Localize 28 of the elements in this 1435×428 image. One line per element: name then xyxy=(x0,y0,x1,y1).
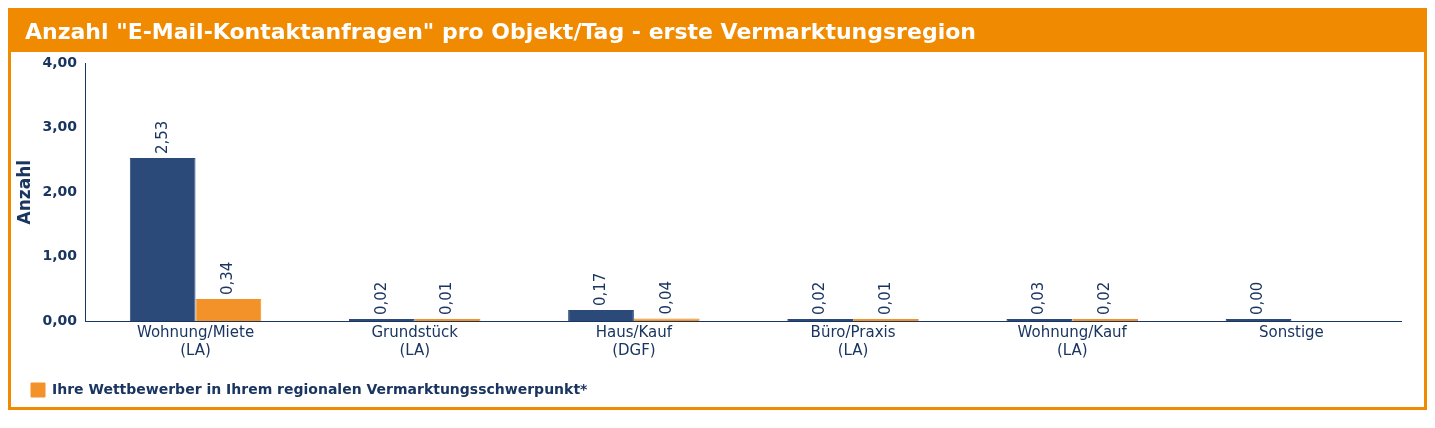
x-tick-label: Haus/Kauf (DGF) xyxy=(595,322,673,359)
x-tick-label: Grundstück (LA) xyxy=(371,322,459,359)
y-tick-label: 1,00 xyxy=(42,247,78,264)
data-label: 0,17 xyxy=(590,272,609,307)
x-tick-label: Wohnung/Kauf (LA) xyxy=(1017,322,1128,359)
y-tick-label: 3,00 xyxy=(42,118,78,135)
data-label: 0,01 xyxy=(437,281,456,315)
x-tick-label: Büro/Praxis (LA) xyxy=(810,322,896,359)
data-label: 0,01 xyxy=(875,281,894,315)
bar xyxy=(568,310,634,321)
data-label: 0,04 xyxy=(656,281,675,315)
data-label: 0,02 xyxy=(1095,281,1113,315)
bar xyxy=(129,158,196,321)
y-tick-label: 0,00 xyxy=(42,311,78,328)
chart-title: Anzahl "E-Mail-Kontaktanfragen" pro Objekt/Tag - erste Vermarktungsregion xyxy=(11,11,1424,52)
data-label: 0,02 xyxy=(810,281,829,315)
y-tick-label: 4,00 xyxy=(42,54,78,71)
data-label: 0,03 xyxy=(1029,281,1048,315)
x-tick-label: Wohnung/Miete (LA) xyxy=(136,322,255,359)
data-label: 0,00 xyxy=(1248,281,1267,315)
bar xyxy=(195,299,262,321)
data-label: 0,34 xyxy=(218,261,237,296)
y-tick-label: 2,00 xyxy=(42,182,78,199)
y-axis-title: Anzahl xyxy=(13,159,34,225)
x-tick-label: Sonstige xyxy=(1259,322,1324,341)
data-label: 0,02 xyxy=(371,281,390,315)
legend-label: Ihre Wettbewerber in Ihrem regionalen Vermarktungsschwerpunkt* xyxy=(52,380,589,397)
data-label: 2,53 xyxy=(152,120,171,155)
